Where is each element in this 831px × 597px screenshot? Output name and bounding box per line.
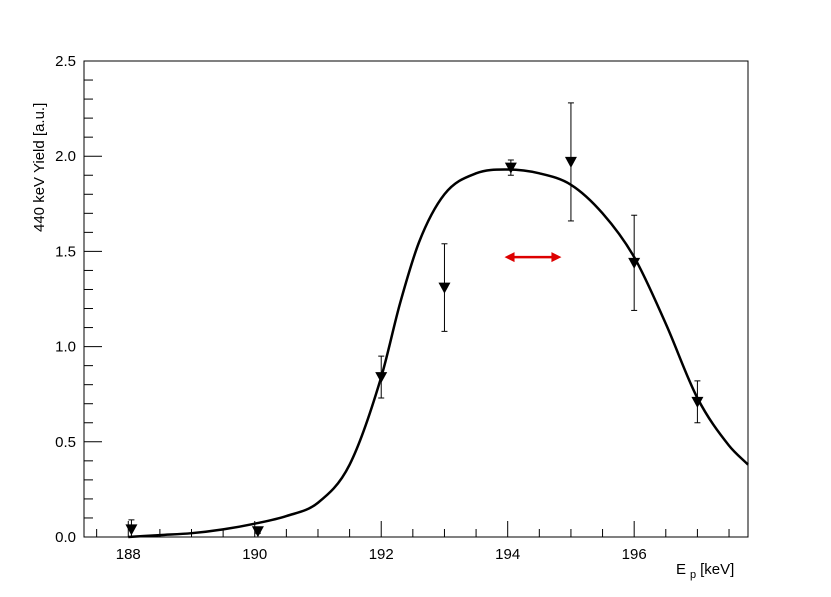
x-tick-label: 188 xyxy=(116,546,141,563)
x-tick-label: 190 xyxy=(242,546,267,563)
fit-curve-group xyxy=(128,168,749,539)
arrow-head-left xyxy=(504,252,515,263)
data-points-group xyxy=(125,102,704,538)
y-tick-label: 2.0 xyxy=(55,148,76,165)
data-point xyxy=(251,526,264,538)
data-point xyxy=(504,162,517,174)
x-tick-label: 196 xyxy=(622,546,647,563)
x-axis-title-e: E xyxy=(676,561,686,578)
x-axis-title-unit: [keV] xyxy=(700,561,734,578)
data-point xyxy=(564,156,577,168)
x-tick-label: 194 xyxy=(495,546,520,563)
data-point xyxy=(691,396,704,408)
data-point xyxy=(438,282,451,294)
annotation-group xyxy=(504,252,562,263)
axis-ticks xyxy=(84,60,730,538)
x-axis-title-sub: p xyxy=(690,569,696,581)
arrow-head-right xyxy=(551,252,562,263)
fit-curve xyxy=(128,168,749,539)
y-tick-label: 1.0 xyxy=(55,339,76,356)
plot-frame xyxy=(83,60,749,538)
y-tick-label: 1.5 xyxy=(55,243,76,260)
y-tick-label: 0.0 xyxy=(55,529,76,546)
y-tick-label: 2.5 xyxy=(55,53,76,70)
y-tick-label: 0.5 xyxy=(55,434,76,451)
y-axis-title: 440 keV Yield [a.u.] xyxy=(31,103,48,232)
data-point xyxy=(628,257,641,269)
data-point xyxy=(375,372,388,384)
tick-labels: 0.0 0.5 1.0 1.5 2.0 2.5 188 190 192 194 196 xyxy=(55,53,647,563)
x-tick-label: 192 xyxy=(369,546,394,563)
data-point xyxy=(125,524,138,536)
